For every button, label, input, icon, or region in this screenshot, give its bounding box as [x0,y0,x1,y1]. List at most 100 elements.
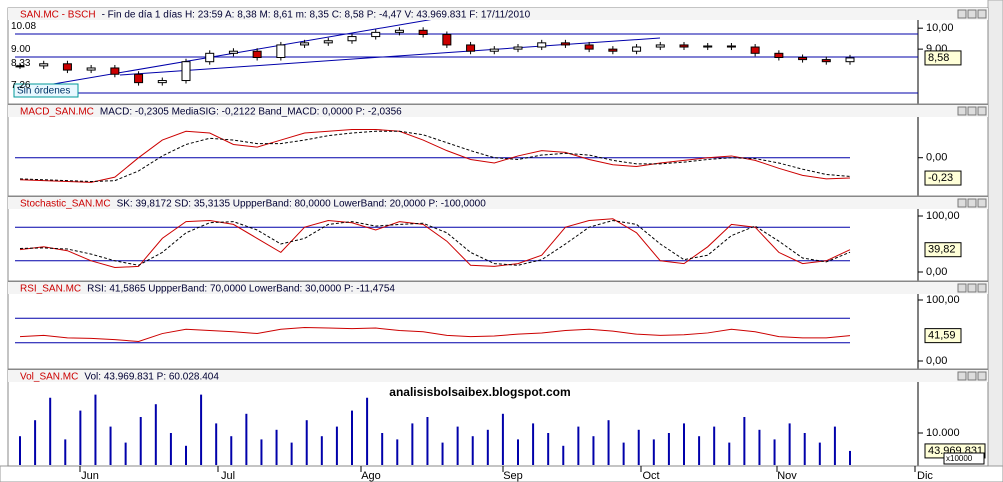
candle [323,40,333,44]
month-label: Sep [503,470,523,482]
window-button[interactable] [977,106,987,116]
panel-header [8,282,988,294]
month-label: Jul [221,470,235,482]
panel-info: SK: 39,8172 SD: 35,3135 UppperBand: 80,0… [117,199,487,210]
indicator-line [19,219,851,266]
candle [513,46,523,50]
panel-name: Stochastic_SAN.MC [20,199,111,210]
y-tick-label: 0,00 [926,355,947,367]
candle [252,50,262,58]
candle [537,42,547,48]
panel-info: RSI: 41,5865 UppperBand: 70,0000 LowerBa… [87,284,395,295]
candle [821,59,831,63]
window-button[interactable] [967,9,977,19]
candle [347,36,357,42]
panel-header [8,197,988,209]
last-value-box [924,242,962,258]
candle [703,45,713,48]
last-value-label: -0,23 [928,172,953,184]
y-tick-label: 100,00 [926,210,960,222]
time-axis [0,465,1003,482]
y-tick-label: 100,00 [926,294,960,306]
window-button[interactable] [957,371,967,381]
unit-label: x10000 [946,454,973,463]
panel-name: RSI_SAN.MC [20,284,81,295]
candle [489,48,499,52]
panel-info: MACD: -0,2305 MediaSIG: -0,2122 Band_MAC… [100,107,402,118]
candle [394,29,404,33]
watermark: analisisbolsaibex.blogspot.com [389,385,570,399]
status-badge [13,83,79,98]
candle [62,63,72,71]
candle [845,57,855,63]
candle [608,48,618,52]
month-label: Nov [777,470,797,482]
month-label: Ago [361,470,381,482]
window-button[interactable] [967,106,977,116]
candle [442,33,452,46]
month-label: Dic [917,470,933,482]
candle [181,61,191,82]
window-button[interactable] [977,198,987,208]
indicator-line [19,130,851,183]
left-price-label: 7.26 [11,80,31,91]
window-button[interactable] [967,371,977,381]
candle [466,44,476,52]
month-label: Jun [81,470,99,482]
candle [86,67,96,71]
last-value-box [924,170,962,186]
candle [228,50,238,54]
panel-name: MACD_SAN.MC [20,107,94,118]
candle [726,45,736,48]
last-value-label: 39,82 [928,244,956,256]
window-button[interactable] [957,9,967,19]
candle [15,65,25,68]
panel-name: Vol_SAN.MC [20,372,78,383]
candle [110,67,120,75]
panel-header [8,105,988,117]
window-button[interactable] [967,283,977,293]
last-value-box [924,328,962,344]
indicator-line [19,218,851,269]
window-button[interactable] [977,9,987,19]
candle [774,52,784,58]
candle [798,57,808,61]
candle [157,80,167,84]
window-button[interactable] [957,283,967,293]
scrollbar[interactable] [987,0,1003,467]
panel-info: - Fin de día 1 días H: 23:59 A: 8,38 M: … [102,10,531,21]
unit-box [943,452,985,465]
window-button[interactable] [977,283,987,293]
candle [655,44,665,48]
indicator-line [19,326,851,342]
y-tick-label: 0,00 [926,152,947,164]
panel-header [8,8,988,20]
candle [276,44,286,58]
candle [205,52,215,63]
panel-name: SAN.MC - BSCH [20,10,96,21]
window-button[interactable] [977,371,987,381]
window-button[interactable] [957,198,967,208]
candle [632,46,642,52]
left-price-label: 10.08 [11,21,36,32]
panel-info: Vol: 43.969.831 P: 60.028.404 [84,372,219,383]
left-price-label: 9.00 [11,44,31,55]
last-value-box [924,50,962,66]
candle [39,63,49,67]
candle [134,73,144,84]
window-button[interactable] [957,106,967,116]
candle [750,46,760,54]
left-price-label: 8.33 [11,58,31,69]
status-text: Sin órdenes [17,86,70,97]
candle [418,29,428,35]
month-label: Oct [642,470,659,482]
y-tick-label: 10,00 [926,22,954,34]
candle [371,31,381,38]
indicator-line [19,128,851,183]
y-tick-label: 0,00 [926,266,947,278]
window-button[interactable] [967,198,977,208]
last-value-label: 41,59 [928,330,956,342]
candle [560,42,570,46]
